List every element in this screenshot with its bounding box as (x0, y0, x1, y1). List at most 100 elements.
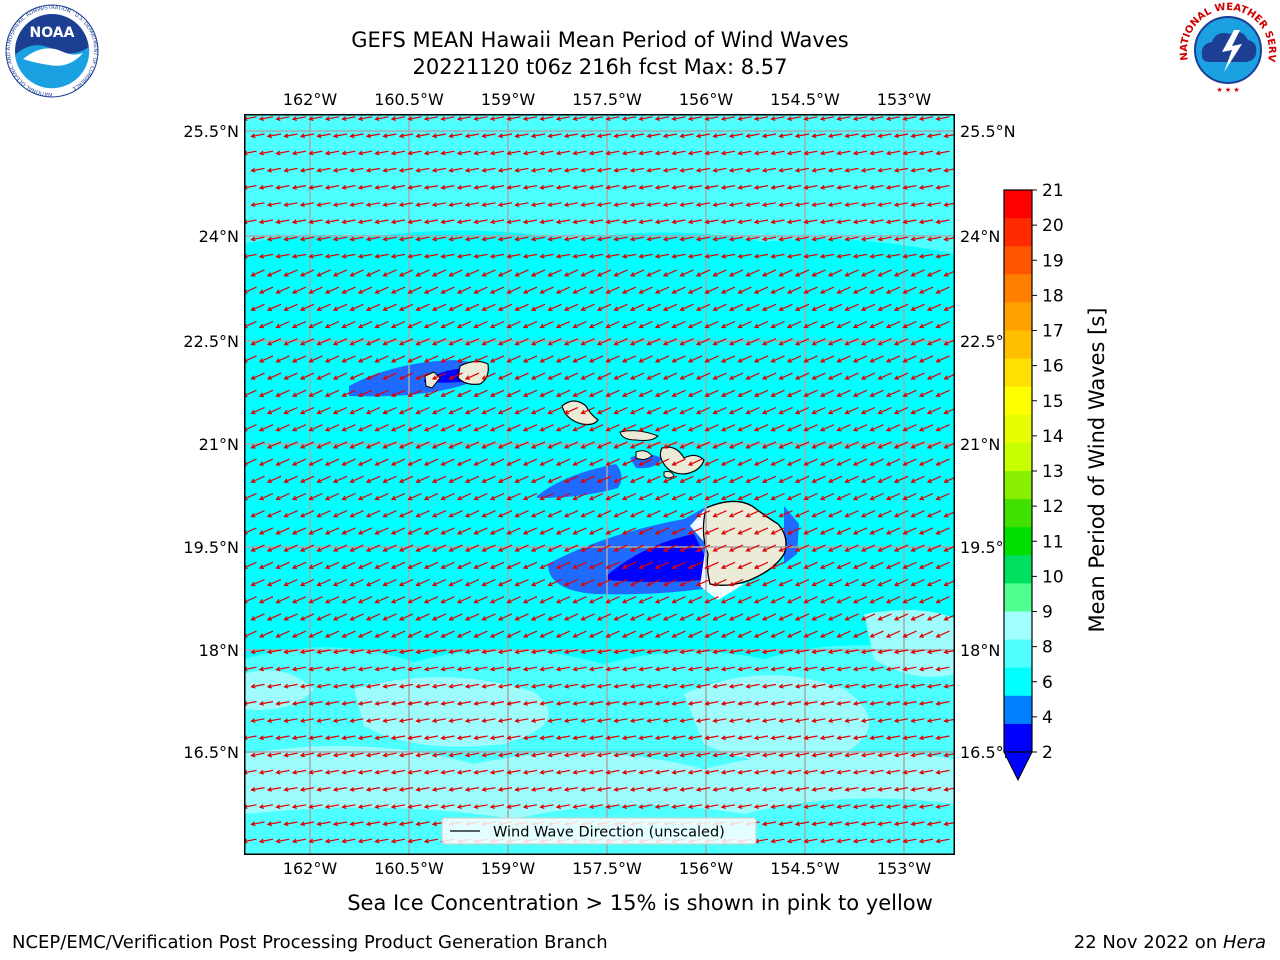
wind-wave-arrow (803, 286, 818, 294)
colorbar-segment (1004, 499, 1032, 528)
wind-wave-arrow (910, 441, 925, 449)
wind-wave-arrow (753, 253, 769, 259)
wind-wave-arrow (860, 787, 876, 792)
wind-wave-arrow (596, 649, 612, 655)
wind-wave-arrow (737, 355, 752, 363)
wind-wave-arrow (844, 510, 859, 518)
wind-wave-arrow (497, 269, 513, 277)
wind-wave-arrow (605, 424, 620, 432)
wind-wave-arrow (291, 458, 307, 466)
wind-wave-arrow (398, 613, 414, 621)
wind-wave-arrow (728, 649, 744, 655)
wind-wave-arrow (786, 769, 802, 775)
wind-wave-arrow (753, 320, 769, 329)
wind-wave-arrow (613, 649, 628, 655)
wind-wave-arrow (398, 441, 414, 449)
wind-wave-arrow (283, 683, 298, 689)
wind-wave-arrow (250, 338, 265, 346)
wind-wave-arrow (522, 769, 538, 775)
wind-wave-arrow (349, 649, 364, 655)
wind-wave-arrow (778, 167, 793, 173)
wind-wave-arrow (877, 683, 892, 689)
wind-wave-arrow (374, 838, 389, 844)
colorbar-tick-label: 10 (1042, 567, 1064, 587)
wind-wave-arrow (737, 769, 752, 775)
wind-wave-arrow (258, 150, 274, 156)
wind-wave-arrow (489, 769, 505, 775)
wind-wave-arrow (803, 701, 818, 706)
wind-wave-arrow (819, 527, 835, 535)
wind-wave-arrow (860, 303, 876, 311)
wind-wave-arrow (522, 666, 538, 672)
wind-wave-arrow (464, 133, 480, 139)
wind-wave-arrow (588, 320, 604, 329)
wind-wave-arrow (638, 561, 653, 569)
wind-wave-arrow (563, 303, 579, 311)
wind-wave-arrow (605, 804, 620, 809)
wind-wave-arrow (844, 236, 859, 242)
wind-wave-arrow (316, 338, 331, 346)
wind-wave-arrow (827, 236, 843, 242)
wind-wave-arrow (580, 649, 595, 655)
wind-wave-arrow (935, 355, 950, 363)
wind-wave-arrow (423, 561, 439, 569)
wind-wave-arrow (448, 441, 463, 449)
wind-wave-arrow (390, 735, 406, 741)
wind-wave-arrow (283, 133, 298, 139)
wind-wave-arrow (415, 269, 430, 277)
wind-wave-arrow (662, 718, 678, 723)
wind-wave-arrow (332, 718, 348, 723)
wind-wave-arrow (720, 492, 736, 501)
wind-wave-arrow (811, 718, 826, 723)
wind-wave-arrow (440, 561, 455, 569)
wind-wave-arrow (539, 735, 554, 741)
wind-wave-arrow (324, 596, 340, 604)
wind-wave-arrow (266, 752, 282, 758)
wind-wave-arrow (415, 236, 430, 242)
wind-wave-arrow (885, 253, 901, 259)
wind-wave-arrow (745, 683, 760, 689)
colorbar-segment (1004, 667, 1032, 697)
wind-wave-arrow (555, 389, 571, 397)
wind-wave-arrow (753, 701, 769, 706)
wind-wave-arrow (877, 649, 892, 655)
wind-wave-arrow (811, 578, 826, 587)
wind-wave-arrow (918, 804, 934, 809)
wind-wave-arrow (407, 116, 422, 121)
wind-wave-arrow (514, 441, 529, 449)
wind-wave-arrow (291, 527, 307, 535)
wind-wave-arrow (316, 236, 331, 242)
wind-wave-arrow (893, 578, 909, 587)
wind-wave-arrow (679, 510, 694, 518)
wind-wave-arrow (877, 510, 892, 518)
wind-wave-arrow (745, 510, 760, 518)
wind-wave-arrow (770, 527, 785, 535)
wind-wave-arrow (811, 303, 826, 311)
wind-wave-arrow (431, 544, 447, 552)
wind-wave-arrow (819, 492, 835, 501)
wind-wave-arrow (786, 735, 802, 741)
wind-wave-arrow (407, 701, 422, 706)
footer-branch: NCEP/EMC/Verification Post Processing Pr… (12, 932, 608, 953)
wind-wave-arrow (621, 804, 637, 809)
wind-wave-arrow (836, 389, 851, 397)
wind-wave-arrow (712, 578, 727, 587)
wind-wave-arrow (654, 769, 670, 775)
wind-wave-arrow (283, 441, 298, 449)
wind-wave-arrow (547, 236, 562, 242)
wind-wave-arrow (423, 596, 439, 604)
wind-wave-arrow (266, 578, 282, 587)
wind-wave-arrow (819, 735, 835, 741)
wind-wave-arrow (621, 116, 637, 121)
wind-wave-arrow (852, 804, 868, 809)
wind-wave-arrow (473, 355, 488, 363)
wind-wave-arrow (448, 683, 463, 689)
wind-wave-arrow (943, 683, 955, 689)
wind-wave-arrow (638, 804, 653, 809)
wind-wave-arrow (299, 718, 315, 723)
wind-wave-arrow (275, 424, 290, 432)
wind-wave-arrow (836, 150, 851, 156)
wind-wave-arrow (885, 769, 901, 775)
wind-wave-arrow (629, 475, 645, 483)
wind-wave-arrow (629, 649, 645, 655)
